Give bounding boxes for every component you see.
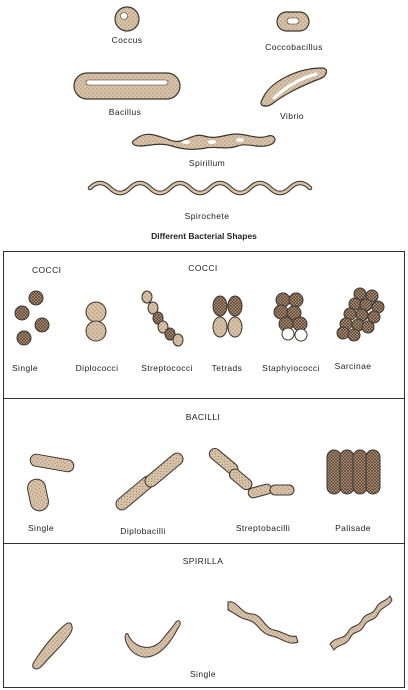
label-tetrads: Tetrads [211, 363, 243, 373]
label-palisade: Palisade [335, 523, 371, 533]
tetrads-shape [212, 295, 243, 338]
label-vibrio: Vibrio [280, 111, 304, 121]
spirilla-shape-1 [32, 622, 73, 670]
bacilli-heading: BACILLI [185, 412, 221, 422]
diplobacilli-shape [115, 452, 184, 511]
figure-title: Different Bacterial Shapes [151, 231, 257, 241]
cocci-corner-label: COCCI [32, 265, 62, 275]
label-coccus: Coccus [111, 35, 143, 45]
coccus-shape [114, 6, 140, 32]
spirilla-shape-3 [227, 601, 299, 644]
diplococci-shape [85, 301, 107, 342]
label-diplobacilli: Diplobacilli [120, 526, 166, 536]
spirilla-heading: SPIRILLA [182, 556, 224, 566]
palisade-shape [326, 449, 381, 495]
vibrio-shape [260, 67, 328, 107]
cocci-heading: COCCI [188, 263, 218, 273]
sarcinae-shape [336, 287, 385, 342]
streptobacilli-shape [208, 447, 295, 499]
label-coccobacillus: Coccobacillus [265, 42, 323, 52]
cocci-single-shapes [14, 290, 50, 346]
label-streptobacilli: Streptobacilli [235, 523, 291, 533]
label-spirillum: Spirillum [188, 158, 226, 168]
spirilla-shape-4 [329, 595, 393, 651]
spirilla-panel [3, 543, 405, 688]
coccobacillus-shape [276, 11, 310, 32]
label-staphylococci: Staphyiococci [262, 363, 320, 373]
label-cocci-single: Single [11, 363, 39, 373]
spirillum-shape [131, 133, 276, 150]
label-diplococci: Diplococci [75, 363, 119, 373]
label-streptococci: Streptococci [141, 363, 193, 373]
label-sarcinae: Sarcinae [334, 361, 372, 371]
label-bacilli-single: Single [27, 523, 55, 533]
bacillus-shape [73, 72, 181, 100]
label-spirochete: Spirochete [184, 211, 230, 221]
cocci-panel [3, 251, 405, 399]
staphylococci-shape [273, 292, 308, 342]
bacilli-single-shapes [27, 453, 75, 512]
label-spirilla-single: Single [189, 669, 217, 679]
streptococci-shape [141, 290, 184, 347]
label-bacillus: Bacillus [108, 107, 142, 117]
spirilla-shape-2 [124, 620, 181, 658]
spirochete-shape [87, 180, 313, 196]
